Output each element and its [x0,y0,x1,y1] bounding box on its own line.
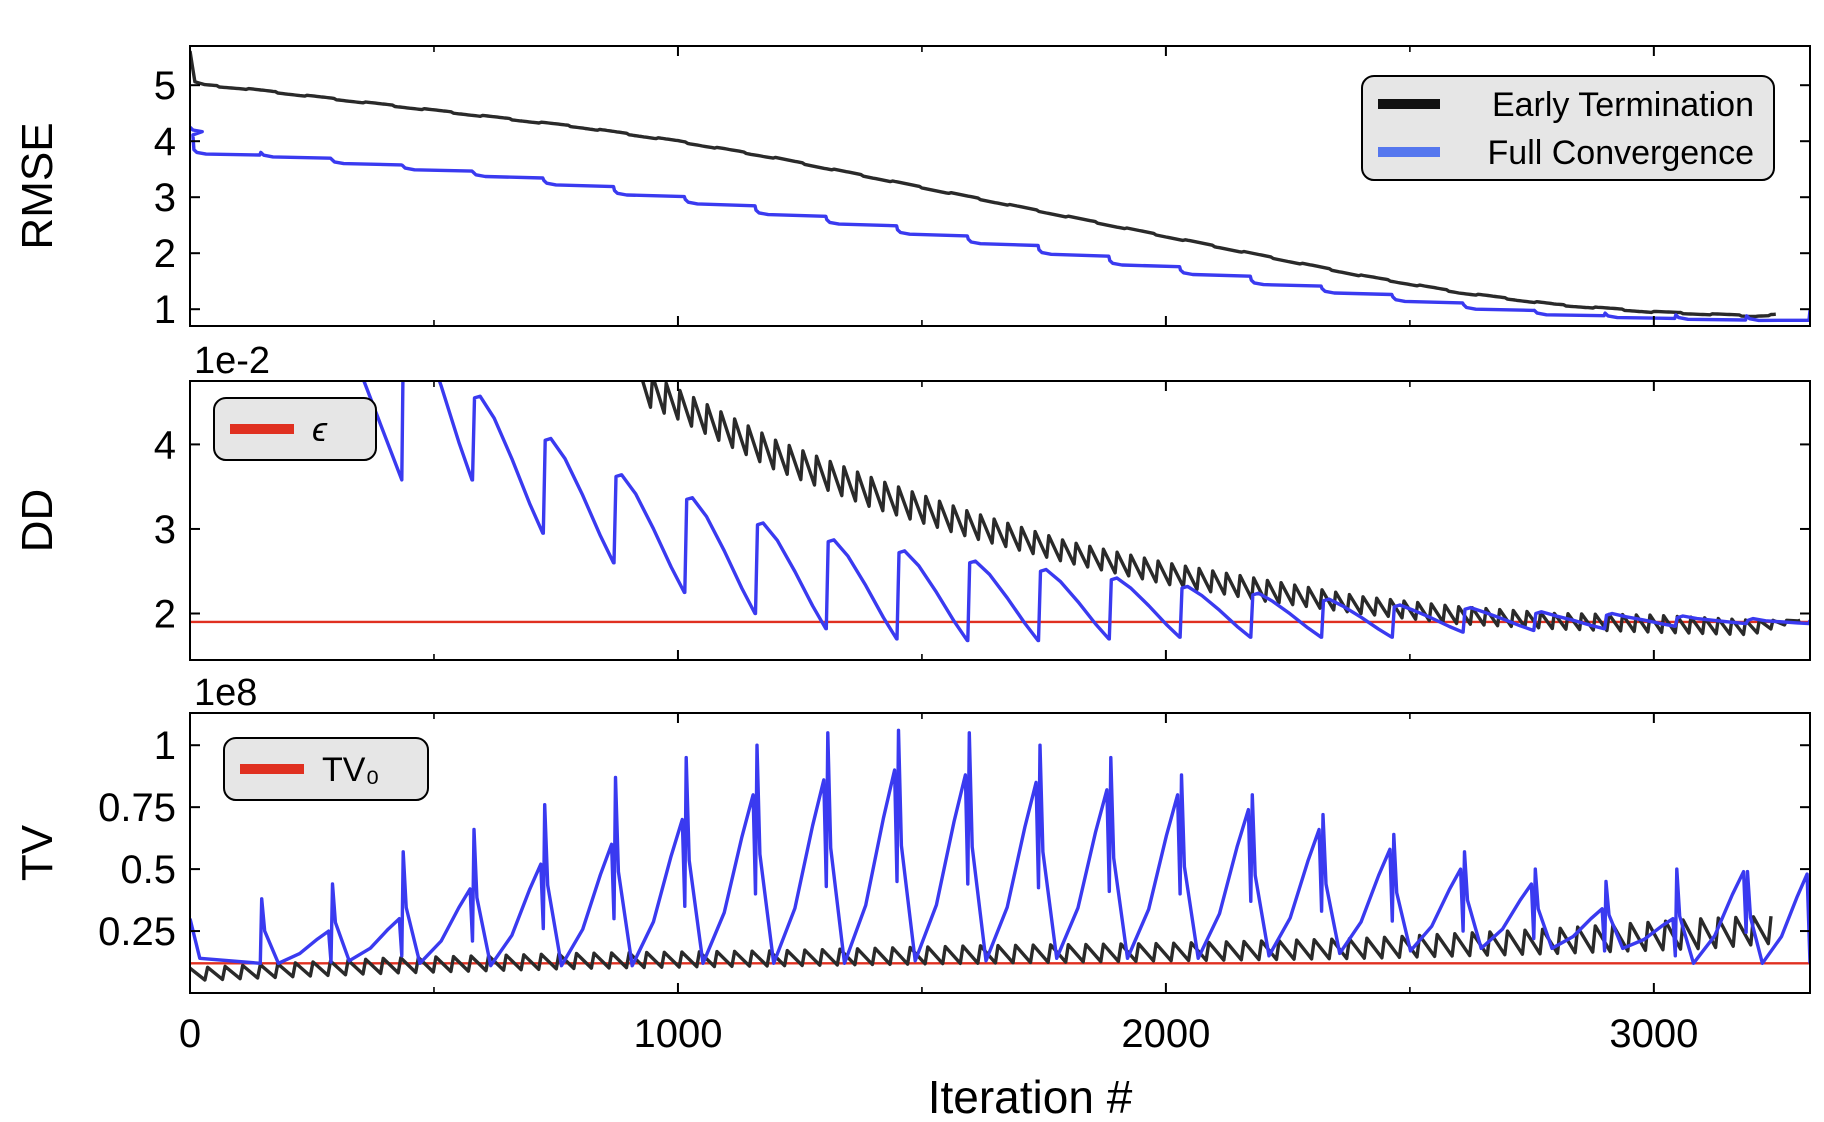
axis-multiplier: 1e-2 [194,340,270,382]
y-tick-label: 2 [154,232,176,276]
dd-panel: 2 3 4 DD 1e-2 ϵ [13,340,1811,661]
axes-frame [189,45,1811,327]
y-tick-label: 3 [154,508,176,552]
legend-label: Early Termination [1492,86,1754,124]
plot-area [190,381,1810,643]
y-tick-label: 4 [154,120,176,164]
y-tick-label: 2 [154,593,176,637]
x-tick-label: 2000 [1121,1012,1210,1056]
rmse-panel: 1 2 3 4 5 RMSE Early Termination Full Convergen… [13,45,1811,332]
x-axis-label: Iteration # [928,1071,1133,1122]
legend-swatch [230,424,294,434]
series-early-termination [640,381,1801,637]
legend: ϵ [213,397,377,461]
series-early-termination [190,50,1776,319]
series-full-convergence [190,125,1810,323]
y-tick-label: 0.75 [98,786,176,830]
plot-area [190,50,1810,323]
y-axis-label: TV [13,824,62,881]
y-tick-label: 1 [154,288,176,332]
axes-frame [189,712,1811,994]
y-tick-label: 0.25 [98,910,176,954]
x-tick-label: 3000 [1609,1012,1698,1056]
x-tick-label: 0 [179,1012,201,1056]
y-axis-label: DD [13,489,62,553]
legend-swatch [1378,99,1440,109]
y-tick-label: 1 [154,724,176,768]
legend: Early Termination Full Convergence [1361,75,1775,181]
y-axis-label: RMSE [13,122,62,249]
y-tick-label: 0.5 [120,848,176,892]
legend-swatch [1378,147,1440,157]
legend-label: Full Convergence [1488,134,1754,172]
y-tick-label: 3 [154,176,176,220]
legend-box [213,397,377,461]
axis-multiplier: 1e8 [194,672,257,714]
tv-panel: 0 1000 2000 3000 0.25 0.5 0.75 1 TV 1e8 Iteration … [13,672,1811,1122]
legend-box [1361,75,1775,181]
x-tick-label: 1000 [633,1012,722,1056]
y-tick-label: 5 [154,64,176,108]
legend-swatch [240,764,304,774]
legend-box [223,737,429,801]
plot-area [190,728,1810,982]
series-full-convergence [190,728,1810,968]
y-tick-label: 4 [154,423,176,467]
legend: TV₀ [223,737,429,801]
series-full-convergence [362,381,1810,643]
legend-label: TV₀ [322,751,380,789]
series-early-termination [190,915,1773,982]
axes-frame [189,380,1811,661]
legend-label: ϵ [312,411,328,449]
